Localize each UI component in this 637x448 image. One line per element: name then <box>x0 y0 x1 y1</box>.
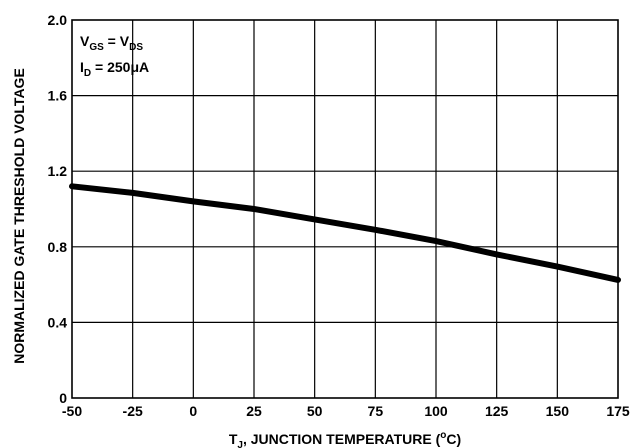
x-tick-label: 125 <box>485 403 509 419</box>
y-tick-label: 0.4 <box>48 314 68 330</box>
y-tick-label: 2.0 <box>48 12 68 28</box>
x-tick-label: 100 <box>424 403 448 419</box>
y-tick-label: 1.2 <box>48 163 68 179</box>
x-tick-label: -25 <box>123 403 143 419</box>
x-tick-label: 75 <box>368 403 384 419</box>
x-tick-label: 150 <box>546 403 570 419</box>
y-tick-label: 1.6 <box>48 88 68 104</box>
x-tick-label: 0 <box>189 403 197 419</box>
annotation-line-1: VGS = VDS <box>80 33 143 53</box>
annotation-line-2: ID = 250μA <box>80 59 149 79</box>
y-tick-labels: 0 0.4 0.8 1.2 1.6 2.0 <box>48 12 68 406</box>
x-tick-label: -50 <box>62 403 82 419</box>
x-tick-label: 25 <box>246 403 262 419</box>
x-tick-labels: -50 -25 0 25 50 75 100 125 150 175 <box>62 403 630 419</box>
y-tick-label: 0 <box>59 390 67 406</box>
x-axis-label: TJ, JUNCTION TEMPERATURE (oC) <box>229 430 461 448</box>
x-tick-label: 50 <box>307 403 323 419</box>
y-tick-label: 0.8 <box>48 239 68 255</box>
y-axis-label: NORMALIZED GATE THRESHOLD VOLTAGE <box>11 68 27 364</box>
series-line <box>69 183 621 283</box>
plot-frame <box>71 19 619 399</box>
grid <box>72 20 618 398</box>
x-tick-label: 175 <box>606 403 630 419</box>
series-layer <box>69 183 621 283</box>
